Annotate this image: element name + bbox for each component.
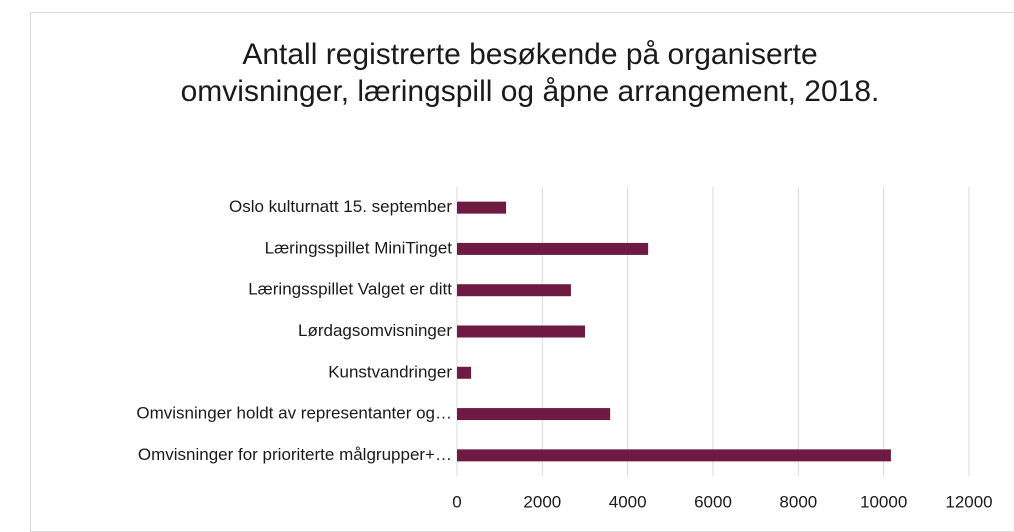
bar bbox=[457, 366, 472, 379]
x-tick-label: 10000 bbox=[860, 492, 907, 511]
y-tick-label: Oslo kulturnatt 15. september bbox=[229, 197, 452, 216]
chart-title: Antall registrerte besøkende på organise… bbox=[180, 38, 880, 108]
bar bbox=[457, 201, 507, 214]
x-tick-label: 0 bbox=[452, 492, 461, 511]
x-tick-label: 6000 bbox=[694, 492, 732, 511]
bar bbox=[457, 325, 585, 338]
y-tick-label: Læringsspillet Valget er ditt bbox=[248, 280, 452, 299]
bar bbox=[457, 408, 611, 421]
y-tick-label: Omvisninger for prioriterte målgrupper+… bbox=[138, 445, 452, 464]
x-tick-label: 4000 bbox=[609, 492, 647, 511]
bar bbox=[457, 449, 891, 462]
x-tick-label: 8000 bbox=[779, 492, 817, 511]
y-tick-label: Omvisninger holdt av representanter og… bbox=[136, 404, 452, 423]
bar bbox=[457, 284, 571, 297]
y-tick-label: Kunstvandringer bbox=[328, 362, 452, 381]
x-tick-label: 12000 bbox=[945, 492, 992, 511]
bar bbox=[457, 242, 649, 255]
x-tick-label: 2000 bbox=[523, 492, 561, 511]
y-tick-label: Lørdagsomvisninger bbox=[298, 321, 452, 340]
y-tick-label: Læringsspillet MiniTinget bbox=[265, 238, 453, 257]
